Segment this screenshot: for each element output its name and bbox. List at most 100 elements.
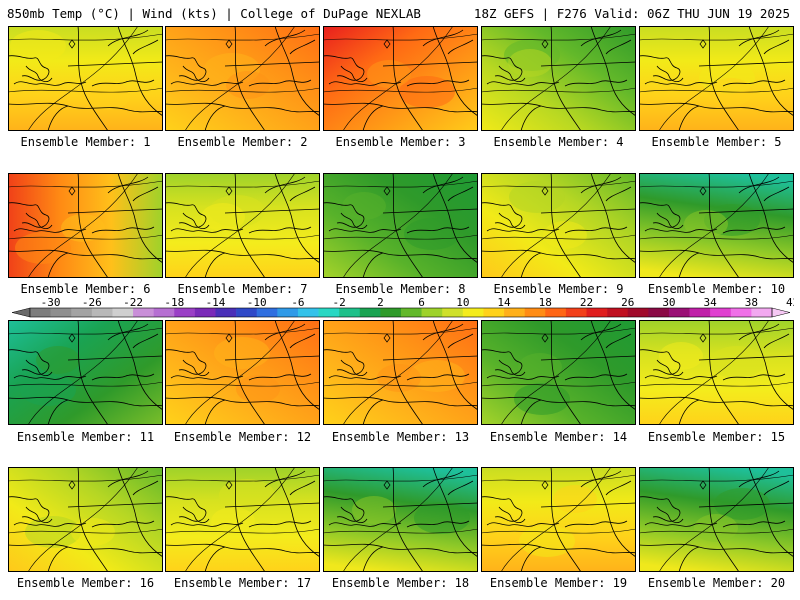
station-marker-icon xyxy=(699,186,707,196)
colorbar-bin xyxy=(565,308,587,317)
colorbar-bin xyxy=(442,308,464,317)
colorbar-bin xyxy=(462,308,484,317)
colorbar-tick-label: -14 xyxy=(206,296,226,309)
map-boundaries xyxy=(323,320,478,425)
ensemble-member-map-11 xyxy=(8,320,163,425)
member-caption: Ensemble Member: 4 xyxy=(493,135,624,149)
colorbar-tick-label: 22 xyxy=(580,296,593,309)
station-marker-icon xyxy=(225,480,233,490)
map-boundaries xyxy=(165,320,320,425)
member-caption: Ensemble Member: 17 xyxy=(173,576,312,590)
colorbar-bin xyxy=(318,308,340,317)
run-valid-time: 18Z GEFS | F276 Valid: 06Z THU JUN 19 20… xyxy=(473,6,790,21)
colorbar-bin xyxy=(483,308,505,317)
member-caption: Ensemble Member: 10 xyxy=(647,282,786,296)
colorbar-bin xyxy=(112,308,134,317)
colorbar-tick-label: 14 xyxy=(497,296,511,309)
colorbar-max-arrow xyxy=(771,307,791,318)
ensemble-member-map-10 xyxy=(639,173,794,278)
colorbar-tick-label: -26 xyxy=(82,296,102,309)
ensemble-member-map-15 xyxy=(639,320,794,425)
map-boundaries xyxy=(323,173,478,278)
colorbar-bin xyxy=(668,308,690,317)
colorbar-bin xyxy=(586,308,608,317)
map-boundaries xyxy=(165,173,320,278)
colorbar-min-arrow xyxy=(11,307,31,318)
ensemble-member-map-8 xyxy=(323,173,478,278)
member-caption: Ensemble Member: 14 xyxy=(489,430,628,444)
member-caption: Ensemble Member: 8 xyxy=(335,282,466,296)
ensemble-member-map-4 xyxy=(481,26,636,131)
temperature-field xyxy=(481,467,636,572)
member-caption: Ensemble Member: 12 xyxy=(173,430,312,444)
station-marker-icon xyxy=(68,480,76,490)
ensemble-member-map-7 xyxy=(165,173,320,278)
colorbar-bin xyxy=(50,308,72,317)
ensemble-member-map-13 xyxy=(323,320,478,425)
map-boundaries xyxy=(639,173,794,278)
colorbar-bin xyxy=(504,308,525,317)
colorbar-bin xyxy=(133,308,154,317)
map-boundaries xyxy=(481,173,636,278)
colorbar-tick-label: 18 xyxy=(539,296,552,309)
station-marker-icon xyxy=(383,186,391,196)
colorbar-bin xyxy=(689,308,711,317)
colorbar-bin xyxy=(215,308,237,317)
map-boundaries xyxy=(8,173,163,278)
temperature-colorbar: -30 -26 -22 -18 -14 -10 -6 -2 2 6 10 14 18 22 26 30 34 38… xyxy=(11,296,794,318)
station-marker-icon xyxy=(383,480,391,490)
colorbar-tick-label: -2 xyxy=(333,296,346,309)
map-boundaries xyxy=(639,467,794,572)
station-marker-icon xyxy=(541,333,549,343)
map-boundaries xyxy=(639,320,794,425)
product-title: 850mb Temp (°C) | Wind (kts) | College o… xyxy=(7,6,421,21)
ensemble-member-map-9 xyxy=(481,173,636,278)
station-marker-icon xyxy=(225,39,233,49)
member-caption: Ensemble Member: 13 xyxy=(331,430,470,444)
colorbar-bin xyxy=(648,308,670,317)
colorbar-tick-label: -30 xyxy=(41,296,61,309)
member-caption: Ensemble Member: 6 xyxy=(20,282,151,296)
member-caption: Ensemble Member: 5 xyxy=(651,135,782,149)
ensemble-member-map-18 xyxy=(323,467,478,572)
station-marker-icon xyxy=(68,39,76,49)
member-caption: Ensemble Member: 3 xyxy=(335,135,466,149)
member-caption: Ensemble Member: 9 xyxy=(493,282,624,296)
member-caption: Ensemble Member: 11 xyxy=(16,430,155,444)
map-boundaries xyxy=(8,26,163,131)
member-caption: Ensemble Member: 20 xyxy=(647,576,786,590)
colorbar-tick-label: 10 xyxy=(456,296,469,309)
map-boundaries xyxy=(639,26,794,131)
station-marker-icon xyxy=(541,186,549,196)
temperature-field xyxy=(481,26,636,131)
ensemble-member-map-19 xyxy=(481,467,636,572)
colorbar-bin xyxy=(380,308,402,317)
member-caption: Ensemble Member: 15 xyxy=(647,430,786,444)
map-boundaries xyxy=(481,467,636,572)
ensemble-member-map-14 xyxy=(481,320,636,425)
station-marker-icon xyxy=(68,333,76,343)
ensemble-member-map-1 xyxy=(8,26,163,131)
station-marker-icon xyxy=(541,480,549,490)
colorbar-tick-label: 6 xyxy=(418,296,425,309)
member-caption: Ensemble Member: 1 xyxy=(20,135,151,149)
colorbar-tick-label: 34 xyxy=(704,296,718,309)
map-boundaries xyxy=(165,26,320,131)
colorbar-bin xyxy=(751,308,773,317)
colorbar-tick-label: -22 xyxy=(123,296,143,309)
map-boundaries xyxy=(481,26,636,131)
colorbar-bin xyxy=(30,308,51,317)
ensemble-member-map-12 xyxy=(165,320,320,425)
station-marker-icon xyxy=(383,39,391,49)
map-boundaries xyxy=(323,26,478,131)
ensemble-member-map-2 xyxy=(165,26,320,131)
colorbar-tick-label: 26 xyxy=(621,296,634,309)
colorbar-bin xyxy=(71,308,93,317)
colorbar-bin xyxy=(710,308,732,317)
station-marker-icon xyxy=(225,333,233,343)
ensemble-member-map-5 xyxy=(639,26,794,131)
member-caption: Ensemble Member: 7 xyxy=(177,282,308,296)
colorbar-bin xyxy=(359,308,381,317)
map-boundaries xyxy=(323,467,478,572)
colorbar-tick-label: 30 xyxy=(662,296,675,309)
